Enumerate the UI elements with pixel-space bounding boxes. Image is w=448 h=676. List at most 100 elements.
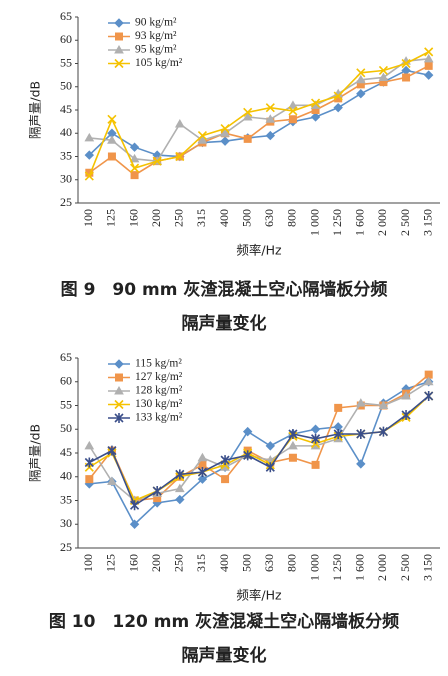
- x-tick-label: 800: [285, 554, 299, 572]
- marker: [378, 400, 389, 409]
- series-line: [88, 395, 430, 507]
- marker: [424, 47, 434, 57]
- legend-marker: [114, 18, 124, 28]
- marker: [152, 486, 162, 496]
- y-tick-label: 35: [60, 492, 72, 506]
- marker: [378, 72, 389, 81]
- marker: [401, 58, 411, 69]
- x-axis-label: 频率/Hz: [236, 243, 282, 258]
- marker: [129, 153, 140, 163]
- marker: [265, 441, 276, 451]
- series-line: [88, 69, 429, 158]
- marker: [333, 91, 343, 101]
- marker: [424, 61, 433, 70]
- x-tick-label: 125: [104, 554, 118, 572]
- x-tick-label: 800: [285, 209, 299, 227]
- marker: [220, 136, 230, 146]
- y-tick-label: 30: [60, 516, 72, 530]
- x-tick-label: 160: [126, 554, 140, 572]
- marker: [401, 410, 411, 420]
- marker: [310, 98, 321, 108]
- x-tick-label: 160: [126, 209, 140, 227]
- marker: [356, 89, 366, 99]
- y-axis-label: 隔声量/dB: [28, 424, 43, 482]
- x-tick-label: 200: [149, 554, 163, 572]
- x-tick-label: 2 500: [398, 209, 412, 236]
- figure-caption: 图 9 90 mm 灰渣混凝土空心隔墙板分频: [61, 279, 388, 300]
- y-tick-label: 50: [60, 421, 72, 435]
- x-tick-label: 2 500: [398, 554, 412, 581]
- marker: [310, 433, 321, 444]
- legend-label: 133 kg/m²: [135, 412, 183, 424]
- marker: [243, 107, 253, 117]
- x-tick-label: 500: [239, 554, 253, 572]
- marker: [423, 70, 434, 80]
- marker: [265, 114, 276, 123]
- x-tick-label: 400: [217, 554, 231, 572]
- x-tick-label: 200: [149, 209, 163, 227]
- x-tick-label: 250: [172, 554, 186, 572]
- marker: [424, 391, 434, 401]
- x-tick-label: 1 250: [330, 554, 344, 581]
- marker: [242, 111, 253, 121]
- marker: [288, 440, 298, 450]
- marker: [378, 65, 389, 76]
- marker: [423, 376, 434, 386]
- x-tick-label: 2 000: [375, 554, 389, 581]
- y-tick-label: 60: [60, 374, 72, 388]
- x-tick-label: 500: [239, 209, 253, 227]
- marker: [220, 124, 230, 134]
- marker: [197, 474, 208, 484]
- marker: [84, 457, 94, 468]
- marker: [85, 475, 94, 484]
- marker: [356, 429, 366, 439]
- legend-label: 105 kg/m²: [135, 57, 183, 69]
- marker: [334, 403, 343, 412]
- series-line: [88, 381, 430, 502]
- marker: [129, 163, 140, 173]
- marker: [107, 114, 117, 124]
- marker: [356, 68, 366, 78]
- marker: [401, 65, 411, 76]
- marker: [378, 426, 389, 437]
- x-tick-label: 3 150: [420, 554, 434, 581]
- y-tick-label: 45: [60, 102, 72, 116]
- legend-marker: [114, 359, 124, 369]
- figure-caption: 隔声量变化: [182, 313, 267, 334]
- legend-label: 95 kg/m²: [135, 44, 177, 56]
- x-tick-label: 315: [194, 209, 208, 227]
- marker: [355, 398, 366, 407]
- x-tick-label: 1 000: [307, 554, 321, 581]
- marker: [174, 483, 185, 493]
- figure-caption: 隔声量变化: [182, 645, 267, 666]
- y-tick-label: 50: [60, 79, 72, 93]
- marker: [221, 475, 230, 484]
- x-tick-label: 630: [262, 554, 276, 572]
- marker: [197, 452, 208, 462]
- x-tick-label: 2 000: [375, 209, 389, 236]
- y-tick-label: 55: [60, 397, 72, 411]
- marker: [288, 115, 297, 124]
- series-line: [88, 374, 430, 502]
- y-tick-label: 60: [60, 32, 72, 46]
- marker: [175, 494, 185, 505]
- legend-label: 90 kg/m²: [135, 17, 177, 29]
- legend-label: 128 kg/m²: [135, 385, 183, 397]
- marker: [129, 500, 140, 511]
- x-tick-label: 1 600: [353, 554, 367, 581]
- x-tick-label: 100: [81, 554, 95, 572]
- marker: [197, 131, 208, 141]
- marker: [333, 102, 343, 113]
- marker: [107, 135, 117, 144]
- marker: [288, 429, 298, 439]
- marker: [310, 112, 321, 122]
- legend-marker: [114, 58, 124, 69]
- legend-marker: [115, 32, 123, 41]
- marker: [402, 73, 411, 82]
- marker: [243, 450, 253, 461]
- series-line: [88, 65, 430, 177]
- x-axis-label: 频率/Hz: [236, 588, 282, 603]
- marker: [310, 424, 321, 434]
- marker: [242, 426, 253, 437]
